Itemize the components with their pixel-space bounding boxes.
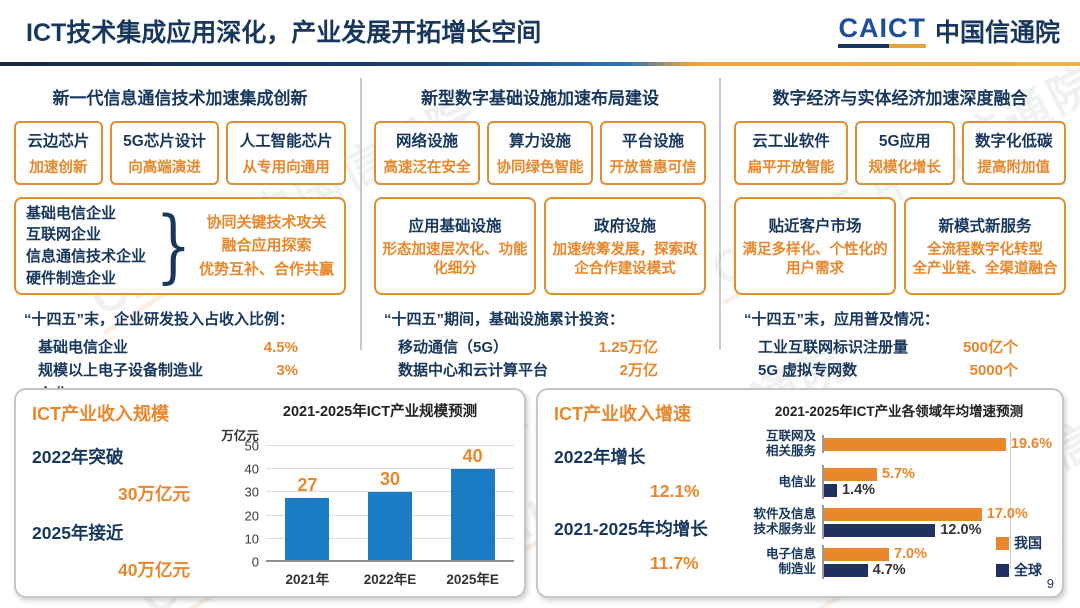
bar-2022e	[367, 491, 412, 560]
bar-chart-sector-growth: 2021-2025年ICT产业各领域年均增速预测 互联网及 相关服务 19.6%	[742, 400, 1056, 590]
highlights: 2022年增长 12.1% 2021-2025年均增长 11.7%	[554, 447, 708, 573]
content-columns: 新一代信息通信技术加速集成创新 云边芯片 加速创新 5G芯片设计 向高端演进 人…	[0, 70, 1080, 403]
bar-internet-cn	[824, 437, 1006, 451]
bar-group: 40	[437, 446, 509, 560]
info-box: 政府设施 加速统筹发展，探索政企合作建设模式	[544, 197, 706, 295]
bar-2021	[285, 498, 330, 560]
column-title: 新一代信息通信技术加速集成创新	[52, 89, 308, 108]
bar-software-cn	[824, 507, 982, 521]
category-row: 互联网及 相关服务 19.6%	[742, 429, 1056, 459]
chip: 人工智能芯片 从专用向通用	[226, 121, 347, 185]
bar-group: 30	[354, 446, 426, 560]
chip: 算力设施 协同绿色智能	[487, 121, 593, 185]
stats-block: “十四五”末，企业研发投入占收入比例： 基础电信企业 4.5% 规模以上电子设备…	[8, 308, 352, 406]
highlights: 2022年突破 30万亿元 2025年接近 40万亿元	[32, 447, 190, 580]
stats-block: “十四五”期间，基础设施累计投资： 移动通信（5G） 1.25万亿 数据中心和云…	[368, 308, 712, 383]
plot-area: 万亿元 0 10 20 30 40 50 27 30	[221, 429, 514, 570]
bar-chart-ict-scale: 2021-2025年ICT产业规模预测 万亿元 0 10 20 30 40 50…	[220, 400, 514, 590]
stat-row: 基础电信企业 4.5%	[38, 339, 298, 356]
stat-row: 工业互联网标识注册量 500亿个	[758, 339, 1018, 356]
stat-row: 5G 虚拟专网数 5000个	[758, 362, 1018, 380]
header-divider	[0, 62, 1080, 66]
bar-group: 27	[271, 446, 343, 560]
brace-glyph: }	[155, 199, 192, 292]
info-box: 应用基础设施 形态加速层次化、功能化细分	[374, 197, 536, 295]
enterprise-list: 基础电信企业 互联网企业 信息通信技术企业 硬件制造企业	[26, 204, 147, 287]
plot-area: 互联网及 相关服务 19.6%	[742, 429, 1056, 579]
column-title: 新型数字基础设施加速布局建设	[421, 89, 659, 108]
column-title: 数字经济与实体经济加速深度融合	[772, 89, 1028, 108]
gridline-20pct	[1010, 431, 1012, 569]
detail-row: 基础电信企业 互联网企业 信息通信技术企业 硬件制造企业 } 协同关键技术攻关 …	[14, 197, 346, 295]
caict-logo: CAICT 中国信通院	[838, 13, 1060, 49]
detail-row: 应用基础设施 形态加速层次化、功能化细分 政府设施 加速统筹发展，探索政企合作建…	[374, 197, 706, 295]
bar-telecom-cn	[824, 467, 877, 481]
stat-row: 数据中心和云计算平台 2万亿	[398, 362, 658, 380]
stat-row: 移动通信（5G） 1.25万亿	[398, 339, 658, 356]
chip: 5G应用 规模化增长	[855, 121, 955, 185]
chip: 云工业软件 扁平开放智能	[734, 121, 848, 185]
legend-item-china: 我国	[996, 533, 1042, 553]
detail-row: 贴近客户市场 满足多样化、个性化的用户需求 新模式新服务 全流程数字化转型 全产…	[734, 197, 1066, 295]
bar-software-global	[824, 523, 936, 537]
column-digital-infrastructure: 新型数字基础设施加速布局建设 网络设施 高速泛在安全 算力设施 协同绿色智能 平…	[360, 70, 720, 379]
page-number: 9	[1046, 576, 1054, 591]
legend-swatch-global	[996, 563, 1009, 577]
bar-telecom-global	[824, 483, 837, 497]
chip: 平台设施 开放普惠可信	[600, 121, 706, 185]
enterprise-collaboration-box: 基础电信企业 互联网企业 信息通信技术企业 硬件制造企业 } 协同关键技术攻关 …	[14, 197, 346, 295]
logo-underline-orange	[889, 43, 926, 48]
bars: 27 30 40	[266, 446, 514, 562]
column-divider	[719, 78, 721, 350]
chip-row: 网络设施 高速泛在安全 算力设施 协同绿色智能 平台设施 开放普惠可信	[368, 121, 712, 185]
chip: 网络设施 高速泛在安全	[374, 121, 480, 185]
column-divider	[360, 78, 362, 350]
category-row: 软件及信息 技术服务业 17.0% 12.0%	[742, 505, 1056, 539]
gridline	[266, 445, 514, 446]
info-box: 新模式新服务 全流程数字化转型 全产业链、全渠道融合	[904, 197, 1066, 295]
chip: 数字化低碳 提高附加值	[961, 121, 1067, 185]
bar-2025e	[450, 469, 495, 560]
column-digital-economy: 数字经济与实体经济加速深度融合 云工业软件 扁平开放智能 5G应用 规模化增长 …	[720, 70, 1080, 379]
stats-block: “十四五”末，应用普及情况： 工业互联网标识注册量 500亿个 5G 虚拟专网数…	[728, 308, 1072, 383]
chip-row: 云边芯片 加速创新 5G芯片设计 向高端演进 人工智能芯片 从专用向通用	[8, 121, 352, 185]
category-row: 电子信息 制造业 7.0% 4.7%	[742, 545, 1056, 579]
logo-wordmark: CAICT	[838, 12, 926, 48]
panel-ict-revenue-growth: ICT产业收入增速 2022年增长 12.1% 2021-2025年均增长 11…	[536, 388, 1064, 598]
column-ict-tech: 新一代信息通信技术加速集成创新 云边芯片 加速创新 5G芯片设计 向高端演进 人…	[0, 70, 360, 403]
bar-electronics-cn	[824, 547, 889, 561]
legend: 我国 全球	[996, 526, 1042, 580]
panel-ict-revenue-scale: ICT产业收入规模 2022年突破 30万亿元 2025年接近 40万亿元 20…	[14, 388, 526, 598]
x-axis-labels: 2021年 2022年E 2025年E	[285, 572, 499, 587]
chip: 5G芯片设计 向高端演进	[109, 121, 220, 185]
category-row: 电信业 5.7% 1.4%	[742, 465, 1056, 499]
chip-row: 云工业软件 扁平开放智能 5G应用 规模化增长 数字化低碳 提高附加值	[728, 121, 1072, 185]
collaboration-text: 协同关键技术攻关 融合应用探索 优势互补、合作共赢	[198, 214, 334, 278]
legend-swatch-china	[996, 536, 1009, 550]
logo-underline	[838, 43, 926, 48]
chip: 云边芯片 加速创新	[14, 121, 103, 185]
bar-electronics-global	[824, 563, 868, 577]
gridline	[266, 468, 514, 470]
logo-cn-text: 中国信通院	[934, 19, 1060, 47]
legend-item-global: 全球	[996, 560, 1042, 580]
logo-underline-blue	[838, 43, 890, 48]
page-title: ICT技术集成应用深化，产业发展开拓增长空间	[26, 19, 542, 47]
logo-caict-text: CAICT	[838, 12, 926, 43]
info-box: 贴近客户市场 满足多样化、个性化的用户需求	[734, 197, 896, 295]
